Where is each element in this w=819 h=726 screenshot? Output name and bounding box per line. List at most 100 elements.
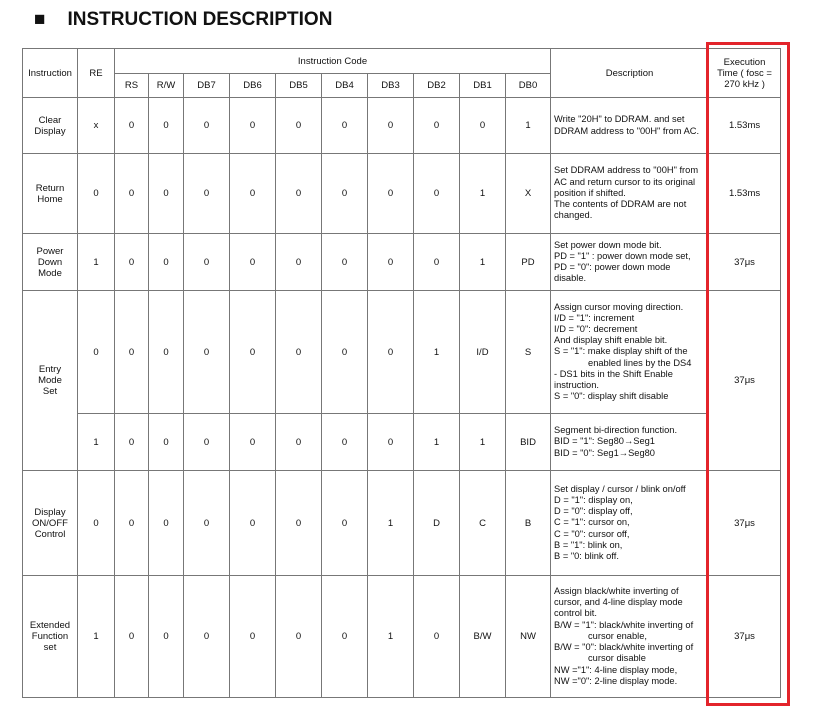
description-line: D = "1": display on, (554, 494, 633, 505)
name-line: Mode (38, 375, 62, 386)
name-line: Function (31, 631, 69, 642)
description-line: S = "0": display shift disable (554, 391, 669, 402)
code-cell: 0 (367, 97, 414, 154)
description-line: I/D = "1": increment (554, 312, 635, 323)
name-line: set (43, 642, 57, 653)
instruction-name: Power Down Mode (22, 233, 78, 291)
header-cell: RS (114, 73, 149, 98)
code-cell: 1 (77, 413, 115, 471)
description-line: I/D = "0": decrement (554, 323, 638, 334)
description-line: AC and return cursor to its original (554, 176, 696, 187)
highlight-box (706, 42, 790, 706)
execution-time: 1.53ms (708, 153, 782, 234)
header-cell: R/W (148, 73, 184, 98)
code-cell: 1 (504, 97, 552, 154)
code-cell: 0 (183, 233, 230, 291)
description-line: B/W = "0": black/white inverting of (554, 642, 694, 653)
description: Set DDRAM address to "00H" from AC and re… (550, 153, 710, 234)
description-line: C = "1": cursor on, (554, 517, 630, 528)
code-cell: 0 (275, 413, 322, 471)
header-cell: DB7 (183, 73, 230, 98)
code-cell: 0 (321, 575, 368, 698)
header-cell: RE (77, 48, 115, 98)
header-cell: Description (550, 48, 710, 98)
description-line: cursor, and 4-line display mode (554, 597, 683, 608)
name-line: Return (35, 182, 65, 194)
execution-time: 37μs (708, 470, 782, 576)
description-line: Assign cursor moving direction. (554, 301, 684, 312)
execution-time: 37μs (708, 233, 782, 291)
code-cell: 0 (413, 153, 460, 234)
code-cell: 0 (229, 233, 276, 291)
title-text: INSTRUCTION DESCRIPTION (67, 9, 333, 30)
description-line: disable. (554, 273, 587, 284)
code-cell: 0 (413, 233, 460, 291)
code-cell: 0 (183, 470, 230, 576)
code-cell: X (504, 153, 552, 234)
code-cell: 0 (148, 290, 184, 414)
code-cell: 0 (77, 290, 115, 414)
instruction-name: Clear Display (22, 97, 78, 154)
code-cell: 0 (114, 153, 149, 234)
description-line: position if shifted. (554, 187, 626, 198)
code-cell: 1 (459, 233, 506, 291)
code-cell: 0 (114, 575, 149, 698)
code-cell: 0 (275, 233, 322, 291)
code-cell: 0 (229, 290, 276, 414)
description: Assign cursor moving direction. I/D = "1"… (550, 290, 710, 414)
name-line: Home (37, 193, 63, 205)
description-line: - DS1 bits in the Shift Enable (554, 368, 673, 379)
description: Write "20H" to DDRAM. and set DDRAM addre… (550, 97, 710, 154)
code-cell: 0 (183, 290, 230, 414)
description-line: Write "20H" to DDRAM. and set (554, 114, 685, 125)
name-line: Clear (38, 114, 62, 126)
description-line: NW ="0": 2-line display mode. (554, 675, 678, 686)
code-cell: 0 (229, 575, 276, 698)
instruction-row: Display ON/OFF Control 0 0 0 0 0 0 0 1 D C B Set displ… (22, 470, 782, 576)
name-line: Extended (29, 620, 71, 631)
description-line: cursor enable, (588, 630, 647, 641)
description-line: And display shift enable bit. (554, 335, 668, 346)
name-line: Set (42, 386, 58, 397)
code-cell: 0 (148, 470, 184, 576)
description-line: control bit. (554, 608, 597, 619)
code-cell: 0 (459, 97, 506, 154)
code-cell: 0 (367, 290, 414, 414)
code-cell: BID (504, 413, 552, 471)
description-line: S = "1": make display shift of the (554, 346, 688, 357)
code-cell: 0 (321, 153, 368, 234)
description-line: B = "0: blink off. (554, 551, 619, 561)
name-line: Entry (38, 364, 62, 375)
code-cell: 0 (321, 290, 368, 414)
name-line: Display (34, 506, 66, 518)
code-cell: B (504, 470, 552, 576)
code-cell: NW (504, 575, 552, 698)
description-line: Set display / cursor / blink on/off (554, 483, 686, 494)
name-line: Down (37, 256, 63, 268)
code-cell: 0 (148, 413, 184, 471)
header-cell: DB4 (321, 73, 368, 98)
name-line: Mode (38, 267, 62, 279)
description-line: enabled lines by the DS4 (588, 357, 692, 368)
description-line: The contents of DDRAM are not (554, 199, 687, 210)
code-cell: 0 (367, 153, 414, 234)
header-row: Instruction RE Instruction Code Description… (22, 48, 782, 98)
description-line: Segment bi-direction function. (554, 425, 678, 436)
description-line: C = "0": cursor off, (554, 528, 630, 539)
code-cell: 0 (275, 290, 322, 414)
marker: ■ (34, 9, 46, 30)
code-cell: 1 (459, 413, 506, 471)
code-cell: 0 (183, 575, 230, 698)
code-cell: 0 (183, 97, 230, 154)
code-cell: 0 (148, 153, 184, 234)
header-cell: DB0 (504, 73, 552, 98)
description-line: PD = "1" : power down mode set, (554, 250, 691, 261)
header-cell: DB1 (459, 73, 506, 98)
code-cell: 0 (114, 97, 149, 154)
header-cell: Instruction (22, 48, 78, 98)
code-cell: x (77, 97, 115, 154)
description: Set power down mode bit. PD = "1" : power… (550, 233, 710, 291)
instruction-row: Clear Display x 0 0 0 0 0 0 0 0 0 1 Write "20H" to DD… (22, 97, 782, 154)
code-cell: 0 (275, 470, 322, 576)
execution-time: 1.53ms (708, 97, 782, 154)
